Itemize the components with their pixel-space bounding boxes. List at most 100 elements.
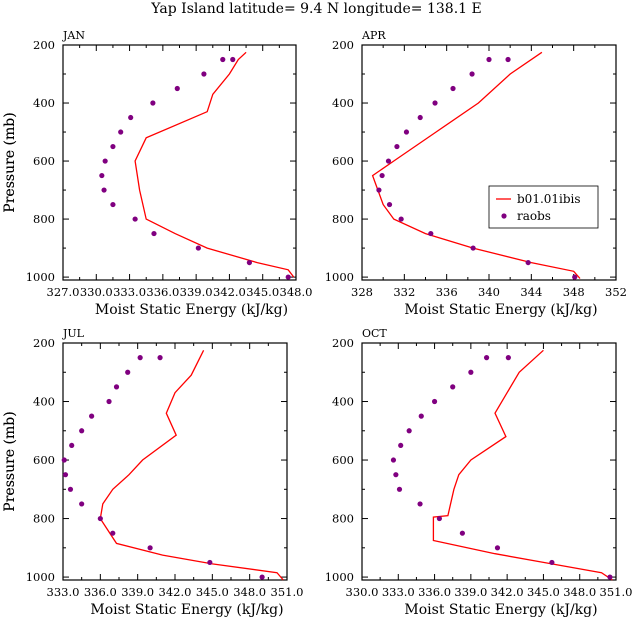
y-axis-label: Pressure (mb) bbox=[2, 112, 18, 212]
figure-title: Yap Island latitude= 9.4 N longitude= 13… bbox=[150, 1, 481, 17]
raob-point bbox=[137, 355, 143, 361]
raob-point bbox=[110, 201, 116, 208]
raob-point bbox=[403, 129, 410, 135]
raob-point bbox=[195, 245, 201, 251]
y-axis-label: Pressure (mb) bbox=[2, 411, 18, 511]
x-tick-label: 336 bbox=[436, 285, 458, 299]
x-tick-label: 345.0 bbox=[196, 585, 229, 599]
raob-point bbox=[396, 486, 403, 492]
y-tick-label: 800 bbox=[33, 212, 55, 226]
plot-frame bbox=[62, 44, 297, 281]
plot-frame bbox=[62, 342, 288, 581]
raob-point bbox=[128, 114, 134, 121]
y-tick-label: 800 bbox=[332, 512, 354, 526]
raob-point bbox=[505, 56, 511, 63]
legend-entry-label: raobs bbox=[517, 209, 551, 223]
x-tick-label: 330.0 bbox=[346, 585, 379, 599]
raob-point bbox=[436, 515, 443, 522]
raob-point bbox=[230, 56, 236, 63]
raob-point bbox=[450, 384, 456, 390]
raob-point bbox=[483, 355, 490, 361]
raob-point bbox=[431, 398, 438, 405]
raob-point bbox=[494, 545, 501, 551]
raob-point bbox=[417, 114, 423, 121]
plot-frame bbox=[361, 44, 617, 281]
raob-point bbox=[79, 428, 85, 434]
raob-point bbox=[450, 85, 456, 92]
raob-point bbox=[110, 530, 116, 536]
x-tick-label: 333.0 bbox=[382, 585, 415, 599]
x-tick-label: 340 bbox=[478, 285, 500, 299]
y-tick-label: 400 bbox=[33, 96, 55, 110]
y-tick-label: 1000 bbox=[26, 270, 55, 284]
y-axis-label: Pressure (mb) bbox=[2, 112, 18, 212]
chart-panel-jan: JAN 327.0 330.0 333.0 336.0 339.0 342.0 345.0 34… bbox=[2, 29, 312, 318]
x-axis-label: Moist Static Energy (kJ/kg) bbox=[90, 602, 283, 618]
y-tick-label: 200 bbox=[332, 336, 354, 350]
x-tick-label: 333.0 bbox=[113, 285, 146, 299]
raob-point bbox=[259, 574, 265, 580]
series-line-model bbox=[371, 51, 581, 279]
y-tick-label: 800 bbox=[33, 512, 55, 526]
raob-point bbox=[157, 355, 163, 361]
raob-point bbox=[390, 457, 397, 463]
raob-point bbox=[246, 259, 252, 266]
raob-point bbox=[607, 574, 613, 580]
raob-point bbox=[69, 442, 75, 449]
raob-point bbox=[151, 230, 157, 237]
x-tick-label: 342.0 bbox=[159, 585, 192, 599]
x-tick-label: 342.0 bbox=[491, 585, 524, 599]
legend-box bbox=[488, 185, 599, 229]
x-tick-label: 330.0 bbox=[80, 285, 113, 299]
raob-point bbox=[79, 501, 85, 507]
x-axis-label: Moist Static Energy (kJ/kg) bbox=[404, 302, 597, 318]
raob-point bbox=[470, 245, 476, 251]
raob-point bbox=[549, 559, 555, 566]
x-tick-label: 348.0 bbox=[563, 585, 596, 599]
x-tick-label: 333.0 bbox=[47, 585, 80, 599]
raob-point bbox=[459, 530, 465, 536]
y-tick-label: 200 bbox=[33, 38, 55, 52]
legend-marker-swatch bbox=[501, 213, 507, 219]
raob-point bbox=[418, 413, 424, 419]
x-tick-label: 332 bbox=[393, 285, 415, 299]
raob-point bbox=[385, 158, 392, 164]
x-tick-label: 344 bbox=[520, 285, 542, 299]
x-tick-label: 342.0 bbox=[213, 285, 246, 299]
series-line-model bbox=[134, 51, 295, 278]
panel-label: JAN bbox=[62, 29, 85, 42]
x-tick-label: 348 bbox=[563, 285, 585, 299]
x-tick-label: 336.0 bbox=[418, 585, 451, 599]
raob-point bbox=[174, 85, 180, 92]
x-axis-label: Moist Static Energy (kJ/kg) bbox=[404, 602, 597, 618]
raob-point bbox=[201, 71, 207, 77]
x-tick-label: 351.0 bbox=[600, 585, 633, 599]
x-tick-label: 345.0 bbox=[527, 585, 560, 599]
raob-point bbox=[110, 143, 116, 150]
y-tick-label: 400 bbox=[332, 395, 354, 409]
x-tick-label: 339.0 bbox=[121, 585, 154, 599]
y-tick-label: 600 bbox=[33, 154, 55, 168]
y-tick-label: 200 bbox=[332, 38, 354, 52]
chart-panel-jul: JUL 333.0 336.0 339.0 342.0 345.0 348.0 351.0 20… bbox=[2, 327, 303, 618]
raob-point bbox=[525, 259, 531, 266]
raob-point bbox=[285, 274, 291, 280]
raob-point bbox=[67, 486, 74, 492]
raob-point bbox=[125, 369, 131, 375]
raob-point bbox=[394, 143, 400, 150]
x-tick-label: 345.0 bbox=[246, 285, 279, 299]
y-tick-label: 800 bbox=[332, 212, 354, 226]
x-tick-label: 336.0 bbox=[84, 585, 117, 599]
raob-point bbox=[486, 56, 492, 63]
raob-point bbox=[406, 428, 412, 434]
raob-point bbox=[99, 172, 105, 179]
raob-point bbox=[61, 457, 67, 463]
y-axis-label: Pressure (mb) bbox=[2, 411, 18, 511]
panel-label: APR bbox=[361, 29, 386, 42]
legend-entry-label: b01.01ibis bbox=[517, 192, 581, 206]
raob-point bbox=[393, 472, 399, 478]
raob-point bbox=[102, 158, 108, 164]
raob-point bbox=[398, 216, 404, 222]
panel-label: OCT bbox=[362, 327, 387, 340]
